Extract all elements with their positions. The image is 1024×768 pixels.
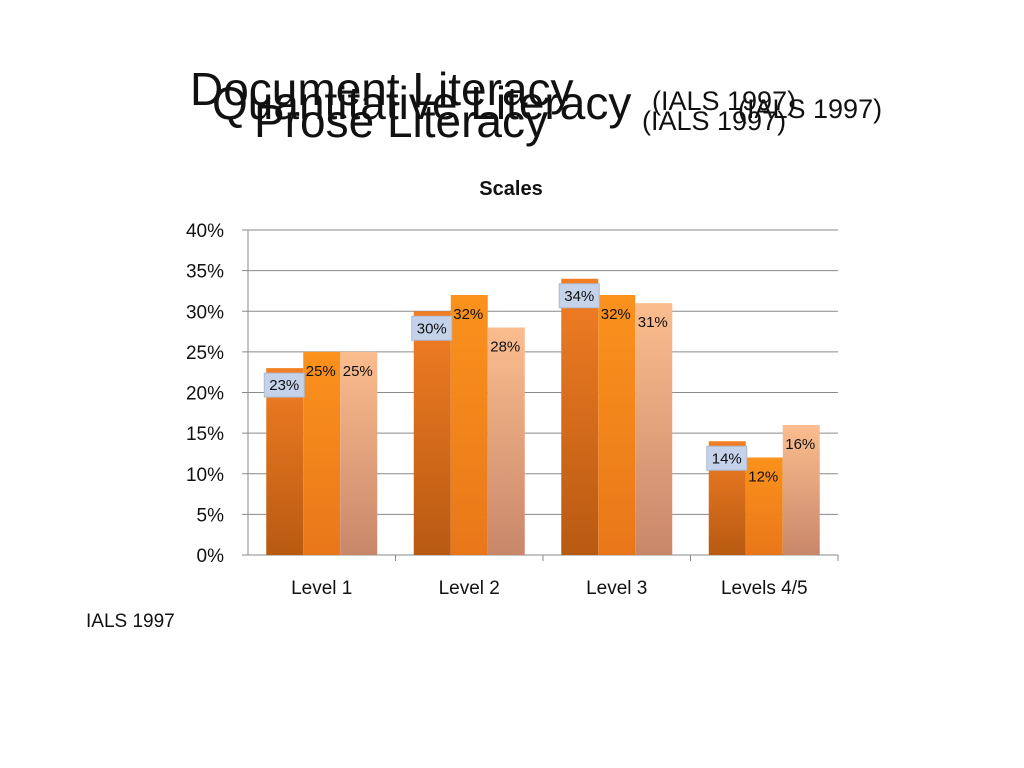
data-label: 14% [712, 450, 742, 467]
bar-s3-3 [635, 303, 673, 555]
y-tick-label: 30% [186, 302, 224, 323]
x-tick-label: Level 1 [291, 578, 352, 599]
y-tick-label: 15% [186, 424, 224, 445]
bar-s3-4 [782, 425, 820, 555]
data-label-box [411, 315, 453, 341]
y-tick-label: 20% [186, 384, 224, 405]
bar-s2-3 [598, 295, 636, 555]
x-tick-label: Level 2 [439, 578, 500, 599]
footer-source: IALS 1997 [86, 611, 175, 632]
title-quantitative-literacy-source: (IALS 1997) [738, 94, 883, 124]
data-label: 30% [417, 320, 447, 337]
y-tick-label: 40% [186, 221, 224, 242]
title-prose-literacy: Prose Literacy [254, 95, 549, 147]
data-label: 23% [269, 377, 299, 394]
chart-title: Scales [479, 178, 542, 200]
bar-s3-1 [340, 351, 378, 555]
title-quantitative-literacy: Quantitative Literacy [212, 77, 632, 129]
data-label-box [558, 283, 600, 309]
data-label: 12% [748, 469, 778, 486]
data-label-box [706, 445, 748, 471]
data-label: 25% [306, 363, 336, 380]
x-tick-label: Levels 4/5 [721, 578, 808, 599]
data-label: 31% [638, 314, 668, 331]
bar-s1-2 [413, 311, 451, 555]
bar-s2-4 [745, 457, 783, 555]
title-document-literacy: Document Literacy [190, 63, 574, 115]
y-tick-label: 35% [186, 262, 224, 283]
data-label: 25% [343, 363, 373, 380]
data-label: 28% [490, 339, 520, 356]
title-prose-literacy-source: (IALS 1997) [642, 106, 787, 136]
y-tick-label: 25% [186, 343, 224, 364]
data-label: 32% [453, 306, 483, 323]
bar-s1-3 [561, 278, 599, 555]
bar-s2-1 [303, 351, 341, 555]
data-label: 32% [601, 306, 631, 323]
y-tick-label: 0% [197, 546, 225, 567]
data-label: 34% [564, 288, 594, 305]
data-label: 16% [785, 436, 815, 453]
x-tick-label: Level 3 [586, 578, 647, 599]
title-document-literacy-source: (IALS 1997) [652, 86, 797, 116]
bar-s1-1 [266, 368, 304, 555]
bar-s3-2 [487, 327, 525, 555]
bar-s2-2 [450, 295, 488, 555]
y-tick-label: 5% [197, 505, 225, 526]
y-tick-label: 10% [186, 465, 224, 486]
data-label-box [263, 372, 305, 398]
